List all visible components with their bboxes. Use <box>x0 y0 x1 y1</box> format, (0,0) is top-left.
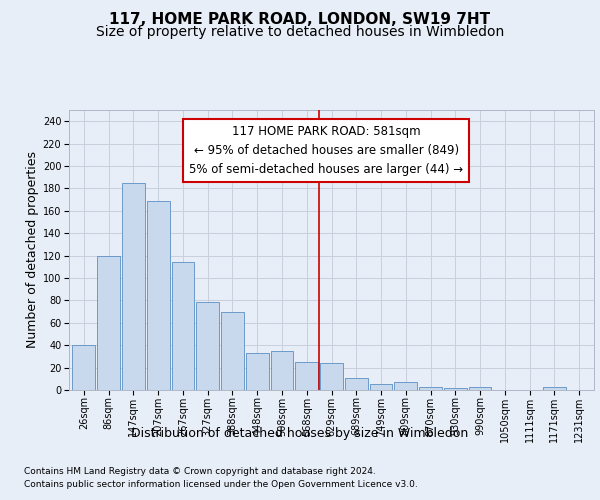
Y-axis label: Number of detached properties: Number of detached properties <box>26 152 38 348</box>
Bar <box>147 200 170 390</box>
Bar <box>543 386 566 390</box>
Text: 117 HOME PARK ROAD: 581sqm
← 95% of detached houses are smaller (849)
5% of semi: 117 HOME PARK ROAD: 581sqm ← 95% of deta… <box>189 126 463 176</box>
Bar <box>419 386 442 390</box>
Bar <box>370 384 392 390</box>
Text: Contains public sector information licensed under the Open Government Licence v3: Contains public sector information licen… <box>24 480 418 489</box>
Text: Contains HM Land Registry data © Crown copyright and database right 2024.: Contains HM Land Registry data © Crown c… <box>24 468 376 476</box>
Bar <box>295 362 318 390</box>
Bar <box>172 262 194 390</box>
Text: Distribution of detached houses by size in Wimbledon: Distribution of detached houses by size … <box>131 428 469 440</box>
Bar <box>196 302 219 390</box>
Bar <box>345 378 368 390</box>
Bar <box>271 351 293 390</box>
Bar <box>320 363 343 390</box>
Bar <box>394 382 417 390</box>
Bar <box>122 183 145 390</box>
Text: 117, HOME PARK ROAD, LONDON, SW19 7HT: 117, HOME PARK ROAD, LONDON, SW19 7HT <box>109 12 491 28</box>
Text: Size of property relative to detached houses in Wimbledon: Size of property relative to detached ho… <box>96 25 504 39</box>
Bar <box>221 312 244 390</box>
Bar <box>73 345 95 390</box>
Bar <box>444 388 467 390</box>
Bar <box>246 353 269 390</box>
Bar <box>97 256 120 390</box>
Bar <box>469 386 491 390</box>
